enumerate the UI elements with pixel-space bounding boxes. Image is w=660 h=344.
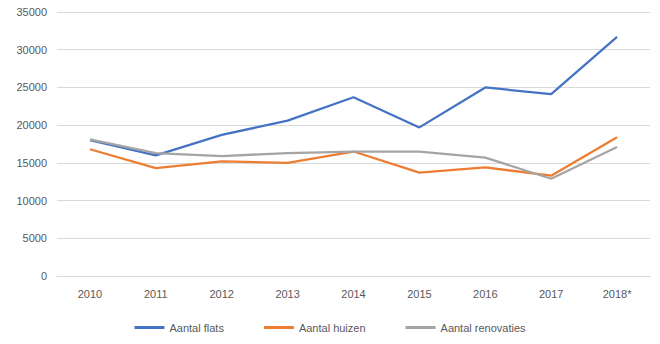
- svg-text:10000: 10000: [16, 195, 47, 207]
- svg-text:Aantal flats: Aantal flats: [169, 322, 224, 334]
- svg-text:25000: 25000: [16, 81, 47, 93]
- svg-text:2011: 2011: [144, 288, 168, 300]
- svg-text:Aantal renovaties: Aantal renovaties: [441, 322, 526, 334]
- svg-text:2010: 2010: [78, 288, 102, 300]
- svg-text:2012: 2012: [209, 288, 233, 300]
- svg-text:2015: 2015: [407, 288, 431, 300]
- svg-text:2016: 2016: [473, 288, 497, 300]
- svg-text:Aantal huizen: Aantal huizen: [299, 322, 366, 334]
- svg-text:35000: 35000: [16, 6, 47, 18]
- svg-text:30000: 30000: [16, 44, 47, 56]
- svg-text:20000: 20000: [16, 119, 47, 131]
- svg-text:0: 0: [41, 270, 47, 282]
- svg-text:2017: 2017: [539, 288, 563, 300]
- svg-text:2018*: 2018*: [603, 288, 632, 300]
- svg-text:2014: 2014: [341, 288, 365, 300]
- svg-text:2013: 2013: [275, 288, 299, 300]
- svg-text:5000: 5000: [23, 232, 47, 244]
- svg-text:15000: 15000: [16, 157, 47, 169]
